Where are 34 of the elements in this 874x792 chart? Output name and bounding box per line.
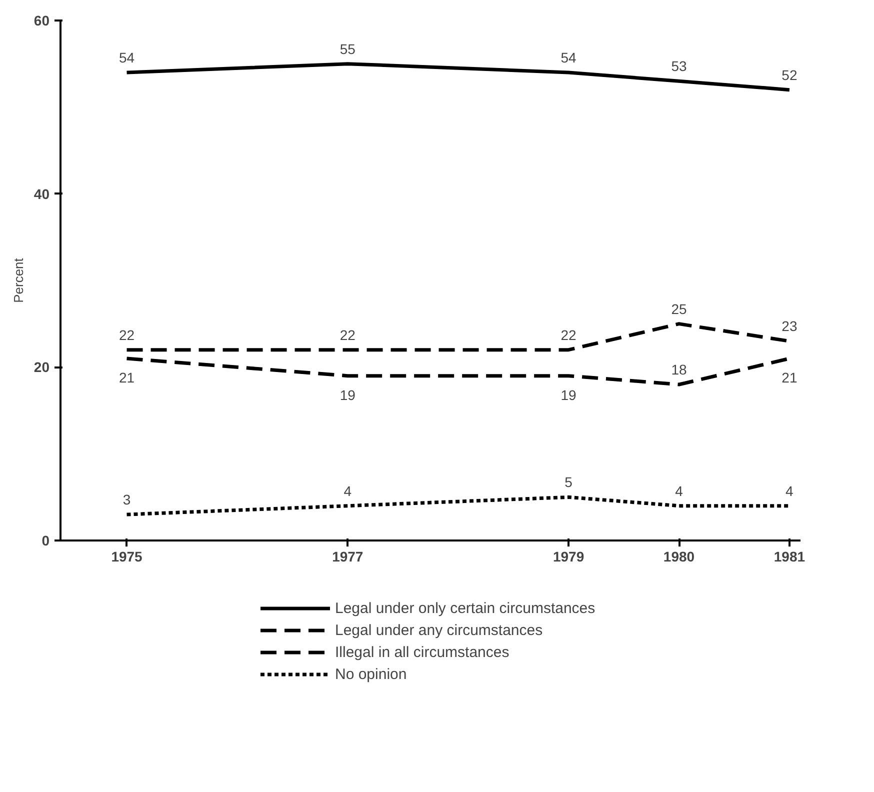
data-label: 22	[560, 326, 577, 343]
y-tick-label: 40	[34, 186, 50, 202]
y-tick-label: 20	[34, 359, 50, 376]
data-label: 53	[671, 58, 688, 74]
x-tick-label: 1980	[663, 548, 695, 564]
data-label: 52	[782, 66, 798, 83]
data-label: 54	[560, 50, 577, 66]
data-label: 19	[560, 386, 577, 403]
data-label: 21	[782, 370, 798, 386]
y-axis-title: Percent	[10, 258, 26, 303]
data-label: 55	[340, 40, 356, 57]
data-label: 19	[340, 386, 356, 403]
legend-label: Legal under any circumstances	[335, 622, 543, 638]
data-label: 4	[786, 482, 794, 499]
data-label: 54	[118, 50, 135, 66]
data-label: 22	[340, 326, 356, 343]
data-label: 25	[671, 300, 688, 317]
x-tick-label: 1979	[552, 548, 584, 564]
x-tick-label: 1977	[332, 548, 364, 564]
data-label: 3	[122, 492, 131, 508]
legend-label: Legal under only certain circumstances	[335, 600, 596, 616]
x-tick-label: 1975	[111, 548, 143, 564]
x-tick-label: 1981	[774, 548, 806, 564]
y-tick-label: 0	[42, 532, 50, 548]
data-label: 21	[118, 370, 135, 386]
legend-label: Illegal in all circumstances	[335, 644, 510, 660]
data-label: 4	[675, 482, 684, 499]
legend-label: No opinion	[335, 666, 407, 682]
data-label: 22	[118, 326, 135, 343]
data-label: 4	[344, 482, 352, 499]
data-label: 5	[564, 474, 573, 490]
data-label: 18	[671, 362, 688, 378]
y-tick-label: 60	[34, 12, 50, 28]
data-label: 23	[782, 318, 798, 334]
